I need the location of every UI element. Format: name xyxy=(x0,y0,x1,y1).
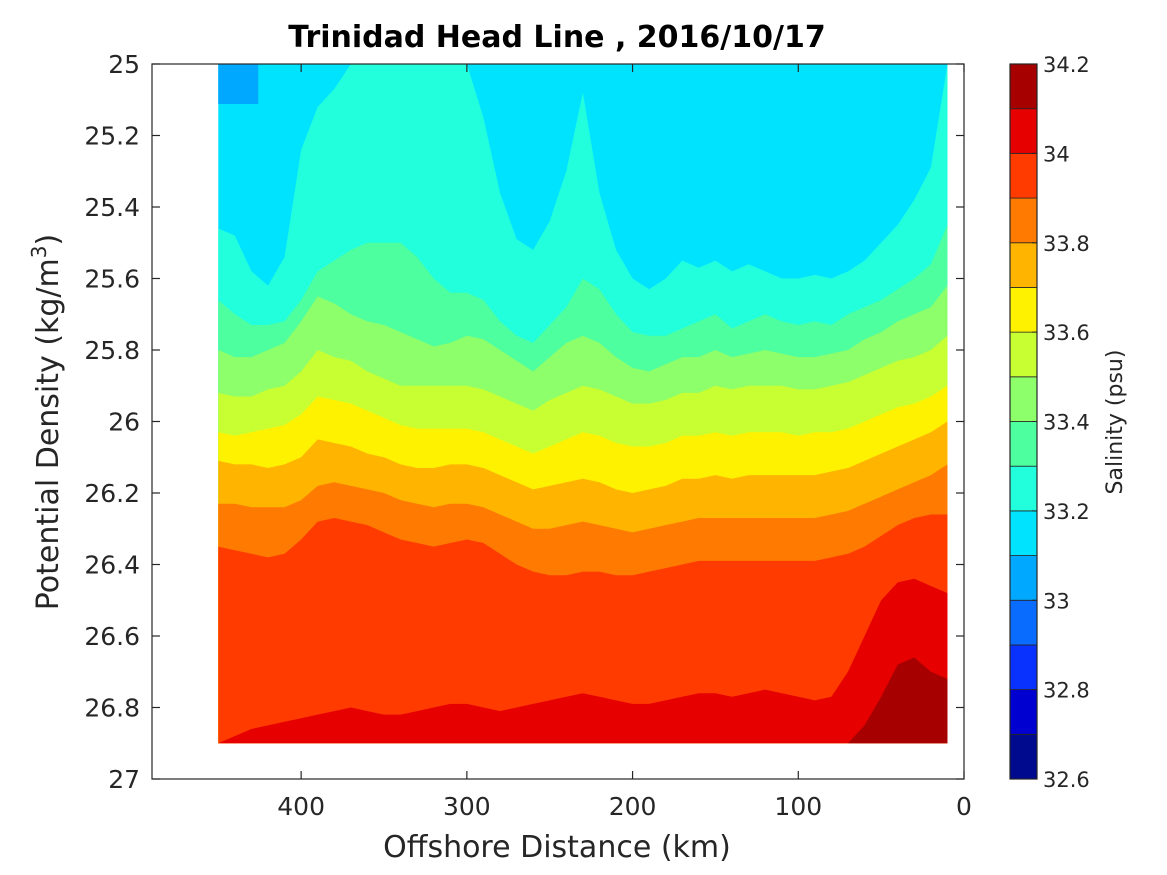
x-tick-label: 0 xyxy=(956,792,972,821)
colorbar-segment xyxy=(1009,242,1038,288)
y-tick-label: 25.2 xyxy=(84,122,140,151)
contour-band-33.9 xyxy=(218,514,948,744)
y-axis: 25 25.2 25.4 25.6 25.8 26 26.2 26.4 26.6 26.8 27 xyxy=(84,50,964,794)
y-axis-label-main: Potential Density (kg/m xyxy=(31,258,66,610)
y-axis-label: Potential Density (kg/m3) xyxy=(27,234,66,610)
colorbar-segment xyxy=(1009,555,1038,601)
y-axis-label-close: ) xyxy=(31,234,66,246)
colorbar-tick-label: 33 xyxy=(1043,589,1070,613)
colorbar-segment xyxy=(1009,63,1038,110)
x-tick-label: 300 xyxy=(443,792,491,821)
y-tick-label: 26.2 xyxy=(84,479,140,508)
colorbar-segment xyxy=(1009,510,1038,556)
y-tick-label: 27 xyxy=(108,765,140,794)
colorbar-segment xyxy=(1009,197,1038,244)
colorbar-label: Salinity (psu) xyxy=(1103,350,1128,495)
y-tick-label: 25.4 xyxy=(84,193,140,222)
colorbar-tick-label: 33.2 xyxy=(1043,500,1090,524)
chart-title: Trinidad Head Line , 2016/10/17 xyxy=(288,20,825,55)
colorbar-tick-label: 32.8 xyxy=(1043,679,1090,703)
colorbar-segment xyxy=(1009,644,1038,691)
colorbar-tick-label: 33.8 xyxy=(1043,232,1090,256)
x-tick-label: 100 xyxy=(774,792,822,821)
colorbar-tick-label: 34.2 xyxy=(1043,53,1090,77)
y-tick-label: 25.6 xyxy=(84,265,140,294)
y-tick-label: 26 xyxy=(108,408,140,437)
contour-band-low-nw xyxy=(218,64,259,104)
colorbar-segment xyxy=(1009,421,1038,467)
x-tick-label: 200 xyxy=(609,792,657,821)
colorbar-tick-label: 32.6 xyxy=(1043,768,1090,792)
colorbar-segment xyxy=(1009,108,1038,154)
contour-band-34.1 xyxy=(848,657,948,744)
colorbar-segment xyxy=(1009,376,1038,422)
colorbar-tick-label: 34 xyxy=(1043,142,1070,166)
contour-band-34 xyxy=(218,578,948,744)
y-axis-label-sup: 3 xyxy=(27,245,51,258)
y-tick-label: 26.4 xyxy=(84,551,140,580)
colorbar-segment xyxy=(1009,599,1038,646)
contour-fill xyxy=(218,64,948,744)
colorbar: 32.6 32.8 33 33.2 33.4 33.6 33.8 34 34.2 xyxy=(1009,53,1090,792)
y-tick-label: 25 xyxy=(108,50,140,79)
y-tick-label: 26.8 xyxy=(84,694,140,723)
colorbar-segment xyxy=(1009,331,1038,378)
colorbar-segment xyxy=(1009,287,1038,333)
y-tick-label: 26.6 xyxy=(84,622,140,651)
colorbar-tick-label: 33.4 xyxy=(1043,411,1090,435)
colorbar-segment xyxy=(1009,733,1038,780)
colorbar-segment xyxy=(1009,465,1038,512)
colorbar-segment xyxy=(1009,152,1038,199)
colorbar-segment xyxy=(1009,689,1038,735)
x-axis-label: Offshore Distance (km) xyxy=(383,830,731,865)
y-tick-label: 25.8 xyxy=(84,336,140,365)
plot-area: 400 300 200 100 0 25 25.2 25.4 25.6 25.8 26 26.2 26… xyxy=(84,50,972,821)
x-tick-label: 400 xyxy=(277,792,325,821)
colorbar-tick-label: 33.6 xyxy=(1043,321,1090,345)
x-axis: 400 300 200 100 0 xyxy=(277,64,972,821)
